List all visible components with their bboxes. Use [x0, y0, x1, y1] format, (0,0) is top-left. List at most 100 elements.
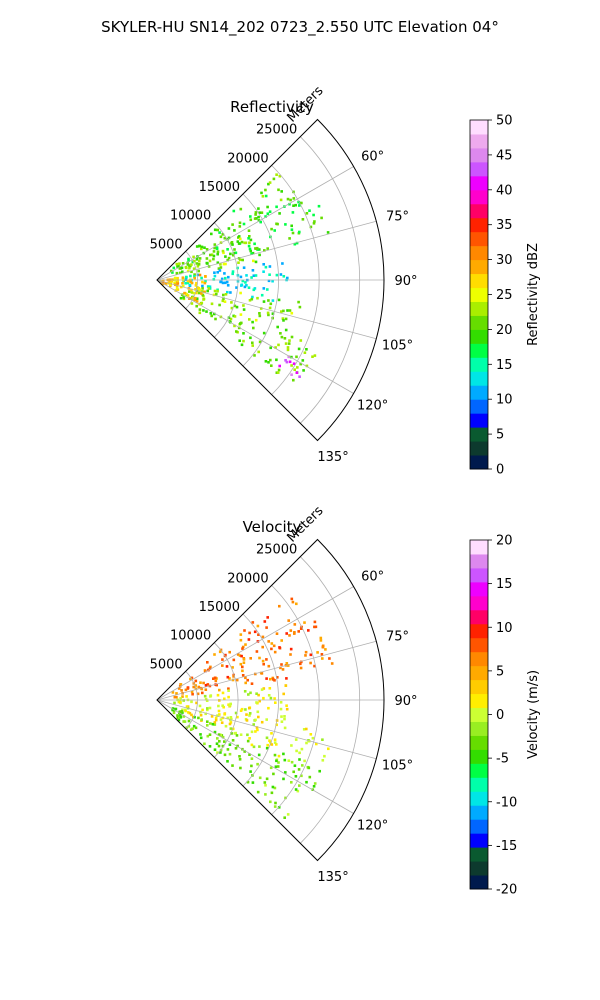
radar-cell: [222, 705, 225, 709]
radar-cell: [247, 286, 251, 289]
radar-cell: [301, 359, 305, 362]
radar-cell: [214, 716, 218, 720]
radar-cell: [204, 697, 208, 701]
radar-cell: [266, 212, 270, 215]
radar-cell: [279, 707, 283, 711]
radar-cell: [195, 291, 198, 295]
radar-cell: [247, 693, 250, 696]
radar-cell: [264, 265, 268, 269]
radar-cell: [280, 335, 284, 339]
radar-cell: [250, 764, 253, 768]
radar-cell: [232, 673, 235, 677]
radar-cell: [223, 272, 226, 275]
radar-cell: [297, 200, 300, 204]
radar-cell: [316, 651, 319, 654]
radar-cell: [213, 748, 217, 751]
radar-cell: [178, 715, 181, 719]
radar-cell: [253, 630, 257, 634]
radar-cell: [313, 620, 317, 624]
radar-cell: [206, 708, 209, 712]
radar-cell: [199, 736, 203, 740]
radar-cell: [282, 319, 285, 322]
radar-cell: [171, 691, 175, 694]
radar-cell: [212, 278, 216, 281]
radar-cell: [175, 271, 179, 275]
radar-cell: [307, 629, 310, 632]
radar-cell: [208, 285, 212, 288]
radar-cell: [161, 281, 165, 284]
radar-cell: [221, 233, 225, 236]
radar-cell: [234, 251, 238, 255]
radar-cell: [198, 704, 202, 708]
radar-cell: [214, 718, 218, 722]
colorbar-bin: [470, 120, 488, 135]
radar-cell: [209, 665, 212, 669]
radar-cell: [249, 336, 252, 340]
radar-cell: [282, 777, 285, 781]
radar-cell: [178, 271, 182, 275]
radar-cell: [286, 197, 290, 201]
radar-cells: [158, 173, 330, 382]
colorbar-bin: [470, 735, 488, 750]
radar-cell: [250, 682, 254, 685]
radar-cell: [204, 688, 208, 691]
radar-cell: [297, 768, 301, 771]
radar-cell: [195, 300, 199, 303]
radar-cell: [213, 246, 216, 250]
radar-cell: [244, 676, 247, 680]
radar-cell: [223, 753, 227, 757]
radar-cell: [176, 265, 179, 268]
radar-cell: [272, 644, 276, 648]
radar-cell: [185, 705, 189, 708]
radar-cell: [184, 688, 188, 692]
radar-cell: [254, 213, 257, 216]
colorbar-tick-label: 5: [496, 428, 504, 443]
radar-cell: [235, 734, 239, 737]
colorbar-tick-label: -5: [496, 752, 509, 767]
radar-cell: [257, 693, 260, 697]
radar-cell: [299, 666, 303, 670]
radar-cell: [273, 805, 277, 808]
radar-cell: [271, 312, 275, 315]
radar-cell: [216, 252, 219, 256]
radar-cell: [190, 713, 193, 717]
radar-cell: [273, 650, 277, 654]
radar-cell: [227, 275, 230, 279]
radar-cell: [242, 661, 246, 664]
radar-cell: [209, 722, 212, 725]
colorbar-bin: [470, 707, 488, 722]
radar-cell: [192, 255, 195, 259]
radar-cell: [176, 714, 179, 717]
radar-cell: [192, 291, 196, 295]
radar-cell: [257, 207, 260, 210]
radar-cell: [284, 317, 288, 321]
radar-cell: [294, 738, 298, 741]
radar-cell: [258, 312, 261, 315]
radar-cell: [257, 753, 261, 757]
radar-cell: [258, 745, 261, 748]
radar-cell: [253, 217, 257, 220]
radar-cell: [202, 309, 205, 312]
radar-cell: [264, 784, 267, 787]
radar-cell: [298, 758, 301, 761]
radar-cell: [190, 281, 194, 285]
radar-cell: [242, 308, 246, 311]
radar-cell: [298, 784, 301, 787]
radar-cell: [287, 759, 291, 762]
radar-cell: [247, 237, 250, 240]
radar-cell: [231, 243, 234, 246]
angle-tick-label: 90°: [394, 694, 417, 709]
radar-cell: [189, 280, 192, 284]
radar-cell: [208, 259, 212, 263]
radar-cell: [256, 762, 259, 766]
radar-cell: [285, 632, 288, 635]
radar-cell: [239, 207, 243, 211]
velocity-panel: Velocity500010000150002000025000Meters60…: [150, 503, 541, 897]
radar-cell: [263, 249, 266, 252]
radar-cell: [192, 685, 195, 689]
radar-cell: [293, 623, 297, 626]
radar-cell: [323, 754, 326, 758]
radar-cell: [265, 777, 269, 781]
radar-cell: [262, 687, 266, 690]
radar-cell: [186, 281, 189, 285]
